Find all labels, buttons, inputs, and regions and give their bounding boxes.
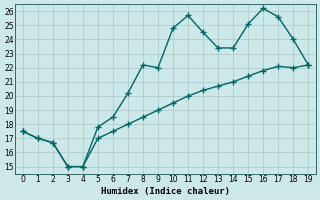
X-axis label: Humidex (Indice chaleur): Humidex (Indice chaleur) [101,187,230,196]
